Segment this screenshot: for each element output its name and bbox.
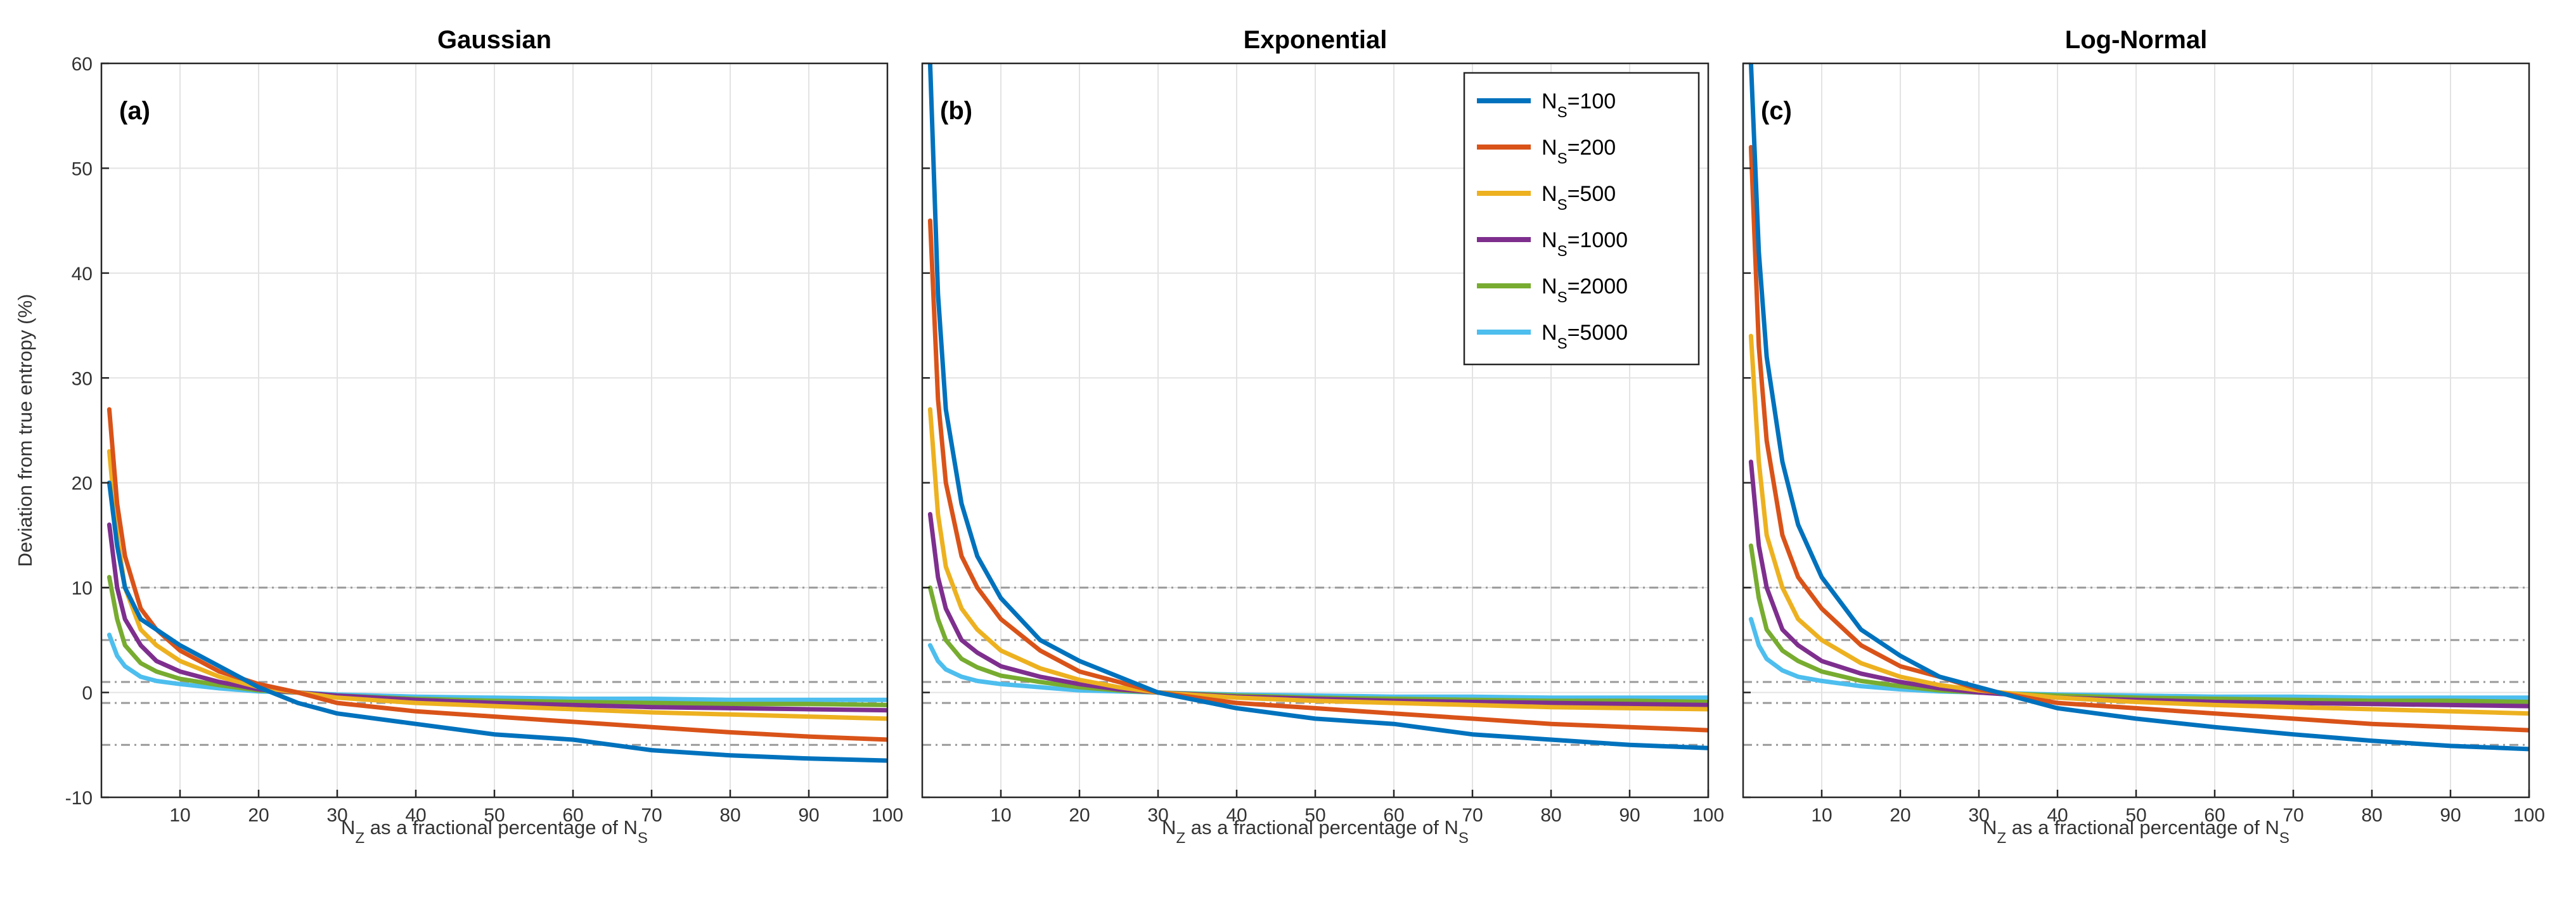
x-axis-label: NZ as a fractional percentage of NS <box>1162 816 1469 847</box>
x-axis-label: NZ as a fractional percentage of NS <box>1983 816 2289 847</box>
legend-entry: NS=100 <box>1542 89 1616 121</box>
panel-2: 10 20 30 40 50 60 70 80 90 100 Exponential (b) NZ as… <box>921 26 1724 847</box>
x-tick-label: 60 <box>2204 805 2225 826</box>
panel-label: (b) <box>940 97 972 125</box>
series-line <box>1748 333 2529 716</box>
y-tick-label: 30 <box>72 368 93 389</box>
y-tick-label: 10 <box>72 578 93 599</box>
x-tick-label: 70 <box>1462 805 1483 826</box>
x-tick-label: 20 <box>1069 805 1090 826</box>
x-tick-label: 100 <box>2513 805 2545 826</box>
x-tick-label: 40 <box>405 805 426 826</box>
panel-label: (a) <box>119 97 150 125</box>
x-tick-label: 50 <box>2125 805 2146 826</box>
x-tick-label: 90 <box>2440 805 2461 826</box>
panel-title: Gaussian <box>437 26 551 54</box>
y-axis-label: Deviation from true entropy (%) <box>14 294 36 567</box>
y-tick-label: 20 <box>72 473 93 494</box>
x-tick-label: 30 <box>326 805 347 826</box>
legend-entry: NS=5000 <box>1542 321 1628 352</box>
legend-entry: NS=2000 <box>1542 274 1628 306</box>
x-tick-label: 30 <box>1147 805 1168 826</box>
panel-3: 10 20 30 40 50 60 70 80 90 100 Log-Normal (c) NZ as … <box>1742 26 2545 847</box>
series-line <box>927 407 1708 712</box>
x-tick-label: 80 <box>1540 805 1561 826</box>
series-group <box>1748 63 2529 752</box>
x-tick-label: 70 <box>641 805 662 826</box>
x-tick-label: 30 <box>1968 805 1989 826</box>
y-tick-label: 0 <box>82 683 93 704</box>
y-tick-label: 60 <box>72 54 93 75</box>
x-tick-label: 60 <box>1383 805 1404 826</box>
x-tick-label: 90 <box>1619 805 1640 826</box>
series-group <box>927 63 1708 750</box>
series-line <box>1748 63 2529 752</box>
x-tick-label: 50 <box>484 805 505 826</box>
panel-label: (c) <box>1761 97 1792 125</box>
y-tick-label: 50 <box>72 158 93 179</box>
x-tick-label: 90 <box>798 805 819 826</box>
x-tick-label: 10 <box>990 805 1011 826</box>
x-tick-label: 80 <box>2361 805 2382 826</box>
x-tick-label: 100 <box>1692 805 1724 826</box>
x-tick-label: 20 <box>248 805 269 826</box>
x-tick-label: 70 <box>2283 805 2303 826</box>
series-line <box>927 63 1708 750</box>
y-tick-label: 40 <box>72 264 93 285</box>
panel-title: Log-Normal <box>2065 26 2207 54</box>
x-tick-label: 40 <box>1226 805 1247 826</box>
legend-entry: NS=200 <box>1542 136 1616 167</box>
panel-1: 10 20 30 40 50 60 70 80 90 100 -10 0 10 20 30 40 50 60 Gau… <box>14 26 903 847</box>
x-tick-label: 60 <box>562 805 583 826</box>
x-tick-label: 10 <box>1811 805 1832 826</box>
series-line <box>106 480 887 763</box>
series-group <box>106 407 887 763</box>
x-tick-label: 20 <box>1890 805 1910 826</box>
panel-title: Exponential <box>1244 26 1388 54</box>
x-tick-label: 50 <box>1304 805 1325 826</box>
x-tick-label: 100 <box>872 805 903 826</box>
legend-entry: NS=500 <box>1542 182 1616 214</box>
x-tick-label: 80 <box>719 805 740 826</box>
series-line <box>106 407 887 742</box>
series-line <box>927 218 1708 733</box>
series-line <box>1748 460 2529 709</box>
legend: NS=100 NS=200 NS=500 NS=1000 NS=2000 NS=5000 <box>1463 72 1700 366</box>
legend-entry: NS=1000 <box>1542 228 1628 260</box>
legend-box <box>1463 72 1700 366</box>
x-tick-label: 10 <box>169 805 190 826</box>
y-tick-label: -10 <box>65 788 93 809</box>
x-axis-label: NZ as a fractional percentage of NS <box>341 816 648 847</box>
x-tick-label: 40 <box>2047 805 2068 826</box>
